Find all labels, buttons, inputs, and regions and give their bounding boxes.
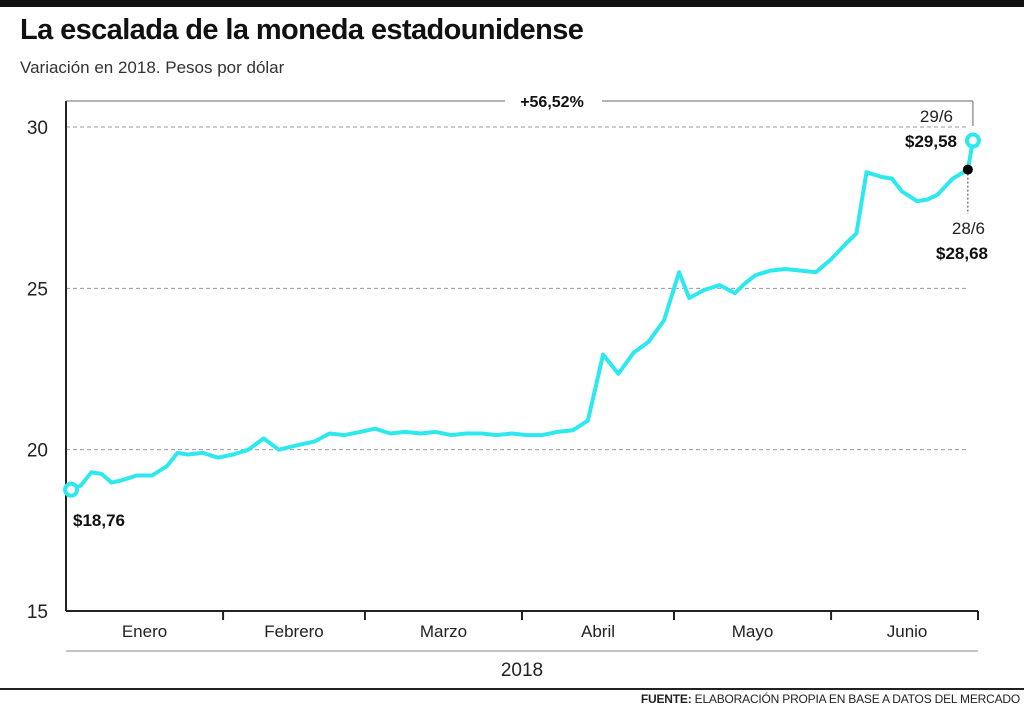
x-tick-label-enero: Enero <box>122 622 167 641</box>
end-date-label: 29/6 <box>920 107 953 126</box>
y-tick-label: 25 <box>27 279 48 300</box>
footer-rule <box>0 688 1024 690</box>
source-text: ELABORACIÓN PROPIA EN BASE A DATOS DEL M… <box>694 692 1021 706</box>
source-label: FUENTE: <box>640 692 692 706</box>
prev-value-label: $28,68 <box>936 244 988 263</box>
end-value-label: $29,58 <box>905 132 957 151</box>
x-axis-label: 2018 <box>501 660 543 681</box>
x-tick-label-abril: Abril <box>581 622 615 641</box>
chart-subtitle: Variación en 2018. Pesos por dólar <box>20 58 285 77</box>
x-tick-label-mayo: Mayo <box>732 622 774 641</box>
change-label: +56,52% <box>520 94 584 111</box>
y-tick-label: 15 <box>27 602 48 623</box>
x-tick-label-marzo: Marzo <box>420 622 467 641</box>
y-tick-label: 30 <box>27 118 48 139</box>
start-value-label: $18,76 <box>73 511 125 530</box>
chart-title: La escalada de la moneda estadounidense <box>20 14 584 46</box>
source-note: FUENTE: ELABORACIÓN PROPIA EN BASE A DAT… <box>641 692 1020 706</box>
end-point-marker <box>964 132 981 149</box>
y-tick-label: 20 <box>27 441 48 462</box>
series-line <box>69 138 975 492</box>
top-rule <box>0 0 1024 7</box>
prev-point-marker <box>962 164 973 175</box>
x-tick-label-febrero: Febrero <box>264 622 324 641</box>
x-tick-label-junio: Junio <box>887 622 928 641</box>
prev-date-label: 28/6 <box>952 219 985 238</box>
start-point-marker <box>63 481 80 498</box>
